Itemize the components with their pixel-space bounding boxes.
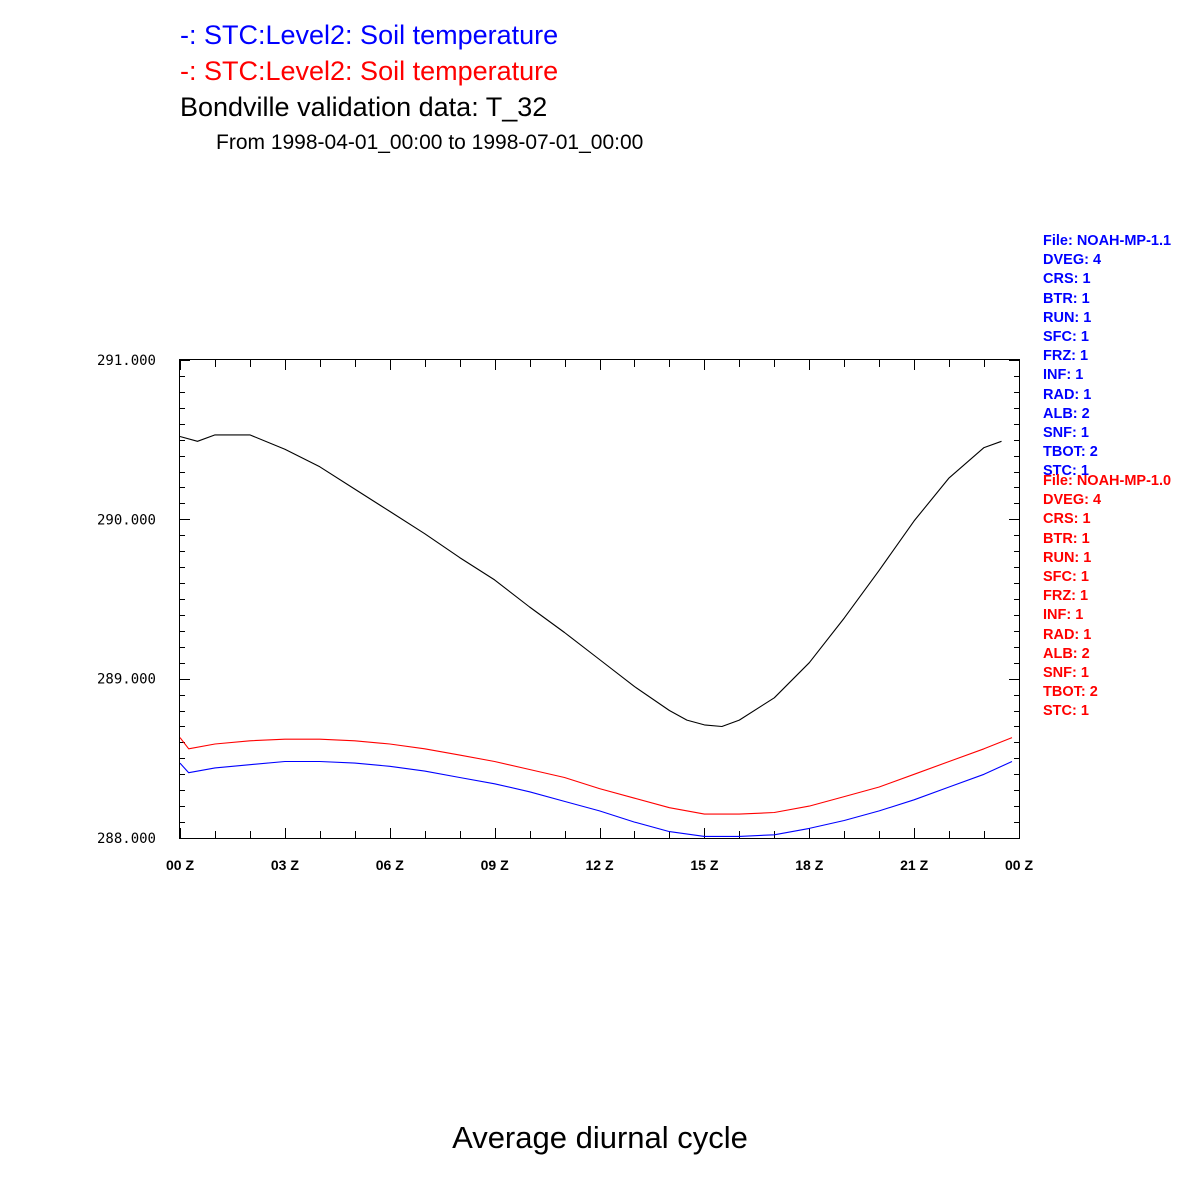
series-line-2 (179, 760, 1013, 837)
plot-frame (179, 359, 1020, 839)
config-entry: CRS: 1 (1043, 271, 1091, 288)
x-axis-label: Average diurnal cycle (452, 1120, 748, 1155)
config-entry: RUN: 1 (1043, 549, 1092, 566)
x-tick-label: 12 Z (585, 857, 613, 873)
chart-title: Bondville validation data: T_32 (180, 92, 548, 122)
series-title-blue: -: STC:Level2: Soil temperature (180, 20, 559, 50)
series-line-1 (179, 737, 1013, 815)
x-tick-label: 06 Z (376, 857, 404, 873)
run-config-red: File: NOAH-MP-1.0 DVEG: 4 CRS: 1 BTR: 1 RUN:… (1043, 472, 1171, 722)
config-entry: File: NOAH-MP-1.1 (1043, 233, 1172, 249)
config-entry: TBOT: 2 (1043, 684, 1098, 701)
x-tick-label: 00 Z (166, 857, 194, 873)
config-entry: File: NOAH-MP-1.0 (1043, 473, 1172, 489)
config-entry: TBOT: 2 (1043, 444, 1098, 461)
run-config-blue: File: NOAH-MP-1.1 DVEG: 4 CRS: 1 BTR: 1 RUN:… (1043, 232, 1171, 482)
config-entry: RUN: 1 (1043, 309, 1092, 326)
x-tick-label: 00 Z (1005, 857, 1033, 873)
date-range-subtitle: From 1998-04-01_00:00 to 1998-07-01_00:0… (216, 131, 644, 154)
config-entry: DVEG: 4 (1043, 492, 1102, 509)
config-entry: FRZ: 1 (1043, 348, 1089, 365)
axis-ticks (180, 360, 1020, 839)
config-entry: BTR: 1 (1043, 530, 1090, 547)
config-entry: SNF: 1 (1043, 425, 1089, 442)
config-entry: STC: 1 (1043, 463, 1089, 480)
config-entry: INF: 1 (1043, 367, 1084, 384)
y-tick-label: 288.000 (97, 831, 156, 847)
config-entry: ALB: 2 (1043, 405, 1090, 422)
config-entry: STC: 1 (1043, 703, 1089, 720)
x-tick-label: 21 Z (900, 857, 928, 873)
series-title-red: -: STC:Level2: Soil temperature (180, 56, 559, 86)
y-tick-label: 290.000 (97, 512, 156, 528)
config-entry: DVEG: 4 (1043, 252, 1102, 269)
series-line-0 (179, 434, 1002, 728)
config-entry: SFC: 1 (1043, 329, 1089, 346)
x-tick-label: 09 Z (481, 857, 509, 873)
y-tick-label: 291.000 (97, 353, 156, 369)
tick-labels: 00 Z 03 Z 06 Z 09 Z 12 Z 15 Z 18 Z 21 Z 00 Z 288.… (97, 353, 1033, 873)
config-entry: SNF: 1 (1043, 665, 1089, 682)
config-entry: SFC: 1 (1043, 569, 1089, 586)
config-entry: ALB: 2 (1043, 645, 1090, 662)
x-tick-label: 15 Z (690, 857, 718, 873)
x-tick-label: 18 Z (795, 857, 823, 873)
config-entry: BTR: 1 (1043, 290, 1090, 307)
config-entry: CRS: 1 (1043, 511, 1091, 528)
config-entry: RAD: 1 (1043, 386, 1092, 403)
config-entry: INF: 1 (1043, 607, 1084, 624)
y-tick-label: 289.000 (97, 672, 156, 688)
x-tick-label: 03 Z (271, 857, 299, 873)
series-lines (179, 434, 1013, 837)
config-entry: FRZ: 1 (1043, 588, 1089, 605)
config-entry: RAD: 1 (1043, 626, 1092, 643)
